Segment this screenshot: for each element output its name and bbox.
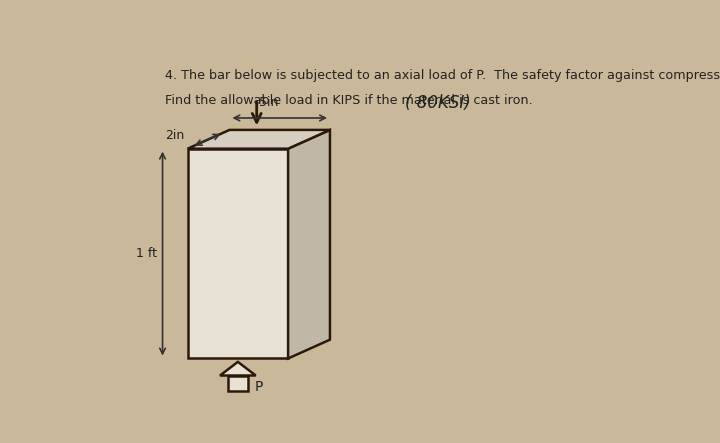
Polygon shape [288, 130, 330, 358]
Text: 4. The bar below is subjected to an axial load of P.  The safety factor against : 4. The bar below is subjected to an axia… [166, 69, 720, 82]
Text: 5in: 5in [259, 97, 279, 109]
Polygon shape [188, 130, 330, 149]
Polygon shape [220, 362, 256, 376]
Text: 2in: 2in [166, 129, 185, 142]
Text: Find the allowable load in KIPS if the material is cast iron.: Find the allowable load in KIPS if the m… [166, 94, 533, 107]
Text: ( 80KSI): ( 80KSI) [405, 94, 471, 112]
Polygon shape [188, 149, 288, 358]
Text: P: P [255, 381, 263, 394]
Text: 1 ft: 1 ft [136, 247, 157, 260]
Polygon shape [228, 376, 248, 391]
